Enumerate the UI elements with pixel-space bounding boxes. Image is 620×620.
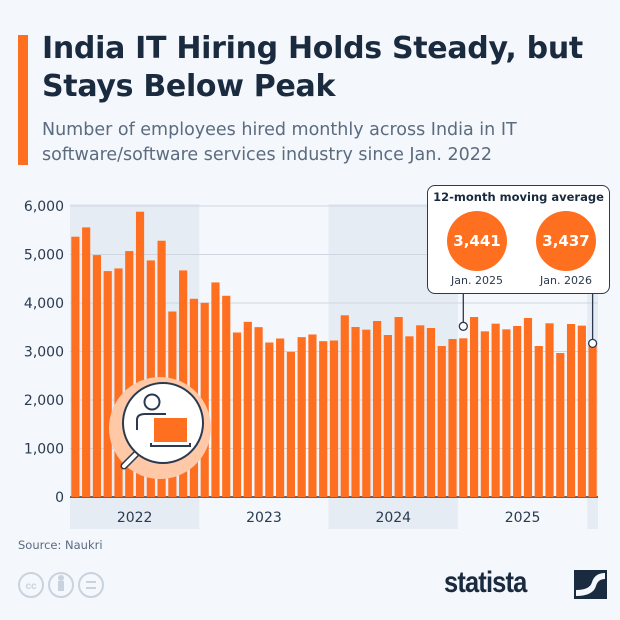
callout-label-1: Jan. 2025 (451, 274, 503, 287)
bar (416, 325, 425, 497)
y-tick-label: 6,000 (24, 199, 64, 215)
callout-title: 12-month moving average (433, 190, 604, 204)
bar (232, 332, 242, 497)
callout-marker (458, 321, 468, 331)
bar (103, 271, 112, 497)
x-tick-label: 2023 (246, 510, 282, 526)
bar (211, 282, 220, 497)
y-tick-label: 4,000 (24, 296, 64, 312)
bar (566, 324, 576, 497)
person-laptop-magnifier-icon (109, 377, 211, 479)
bar (480, 331, 489, 497)
bar (534, 346, 543, 497)
source: Source: Naukri (18, 538, 103, 552)
bar (135, 211, 145, 497)
y-tick-label: 1,000 (24, 442, 64, 458)
bar (383, 335, 392, 497)
bar (222, 295, 231, 497)
bar (297, 337, 306, 497)
x-tick-label: 2025 (505, 510, 541, 526)
page-title: India IT Hiring Holds Steady, but Stays … (42, 31, 583, 104)
bar (340, 315, 349, 497)
bar (351, 327, 360, 497)
bar (200, 302, 209, 497)
bar (92, 255, 102, 497)
bar (459, 338, 468, 497)
bar (556, 353, 565, 497)
callout-value-2: 3,437 (536, 211, 596, 271)
bar (308, 334, 317, 497)
bar (394, 317, 403, 497)
bar (125, 251, 134, 497)
y-tick-label: 0 (55, 490, 64, 506)
bar (405, 336, 414, 497)
x-tick-label: 2024 (375, 510, 411, 526)
y-tick-label: 3,000 (24, 345, 64, 361)
bar (276, 338, 285, 497)
bar (243, 321, 252, 497)
bar (319, 341, 328, 497)
bar (448, 338, 457, 497)
bar (265, 342, 274, 497)
bar (545, 323, 554, 497)
y-tick-label: 5,000 (24, 248, 64, 264)
bar (254, 327, 263, 497)
bar (502, 329, 511, 497)
bar (82, 227, 91, 498)
bar (329, 340, 339, 497)
bar (114, 268, 123, 497)
bar (437, 346, 446, 497)
callout-marker (587, 338, 598, 349)
callout-value-1: 3,441 (447, 211, 507, 271)
bar (373, 320, 382, 497)
bar (469, 317, 479, 497)
bar (362, 329, 371, 497)
callout-label-2: Jan. 2026 (540, 274, 592, 287)
bar (513, 325, 522, 497)
y-tick-label: 2,000 (24, 393, 64, 409)
statista-logo: statista (444, 566, 527, 599)
bar (491, 323, 500, 497)
bar (588, 343, 597, 497)
accent-strip (18, 35, 28, 165)
moving-average-callout: 12-month moving average 3,441 Jan. 2025 … (427, 185, 610, 294)
bar (426, 327, 436, 497)
x-tick-label: 2022 (117, 510, 153, 526)
subtitle: Number of employees hired monthly across… (42, 120, 517, 165)
bar (577, 325, 586, 497)
bar (286, 351, 295, 497)
bar (523, 317, 533, 497)
bar (157, 240, 166, 497)
bar (71, 236, 80, 497)
